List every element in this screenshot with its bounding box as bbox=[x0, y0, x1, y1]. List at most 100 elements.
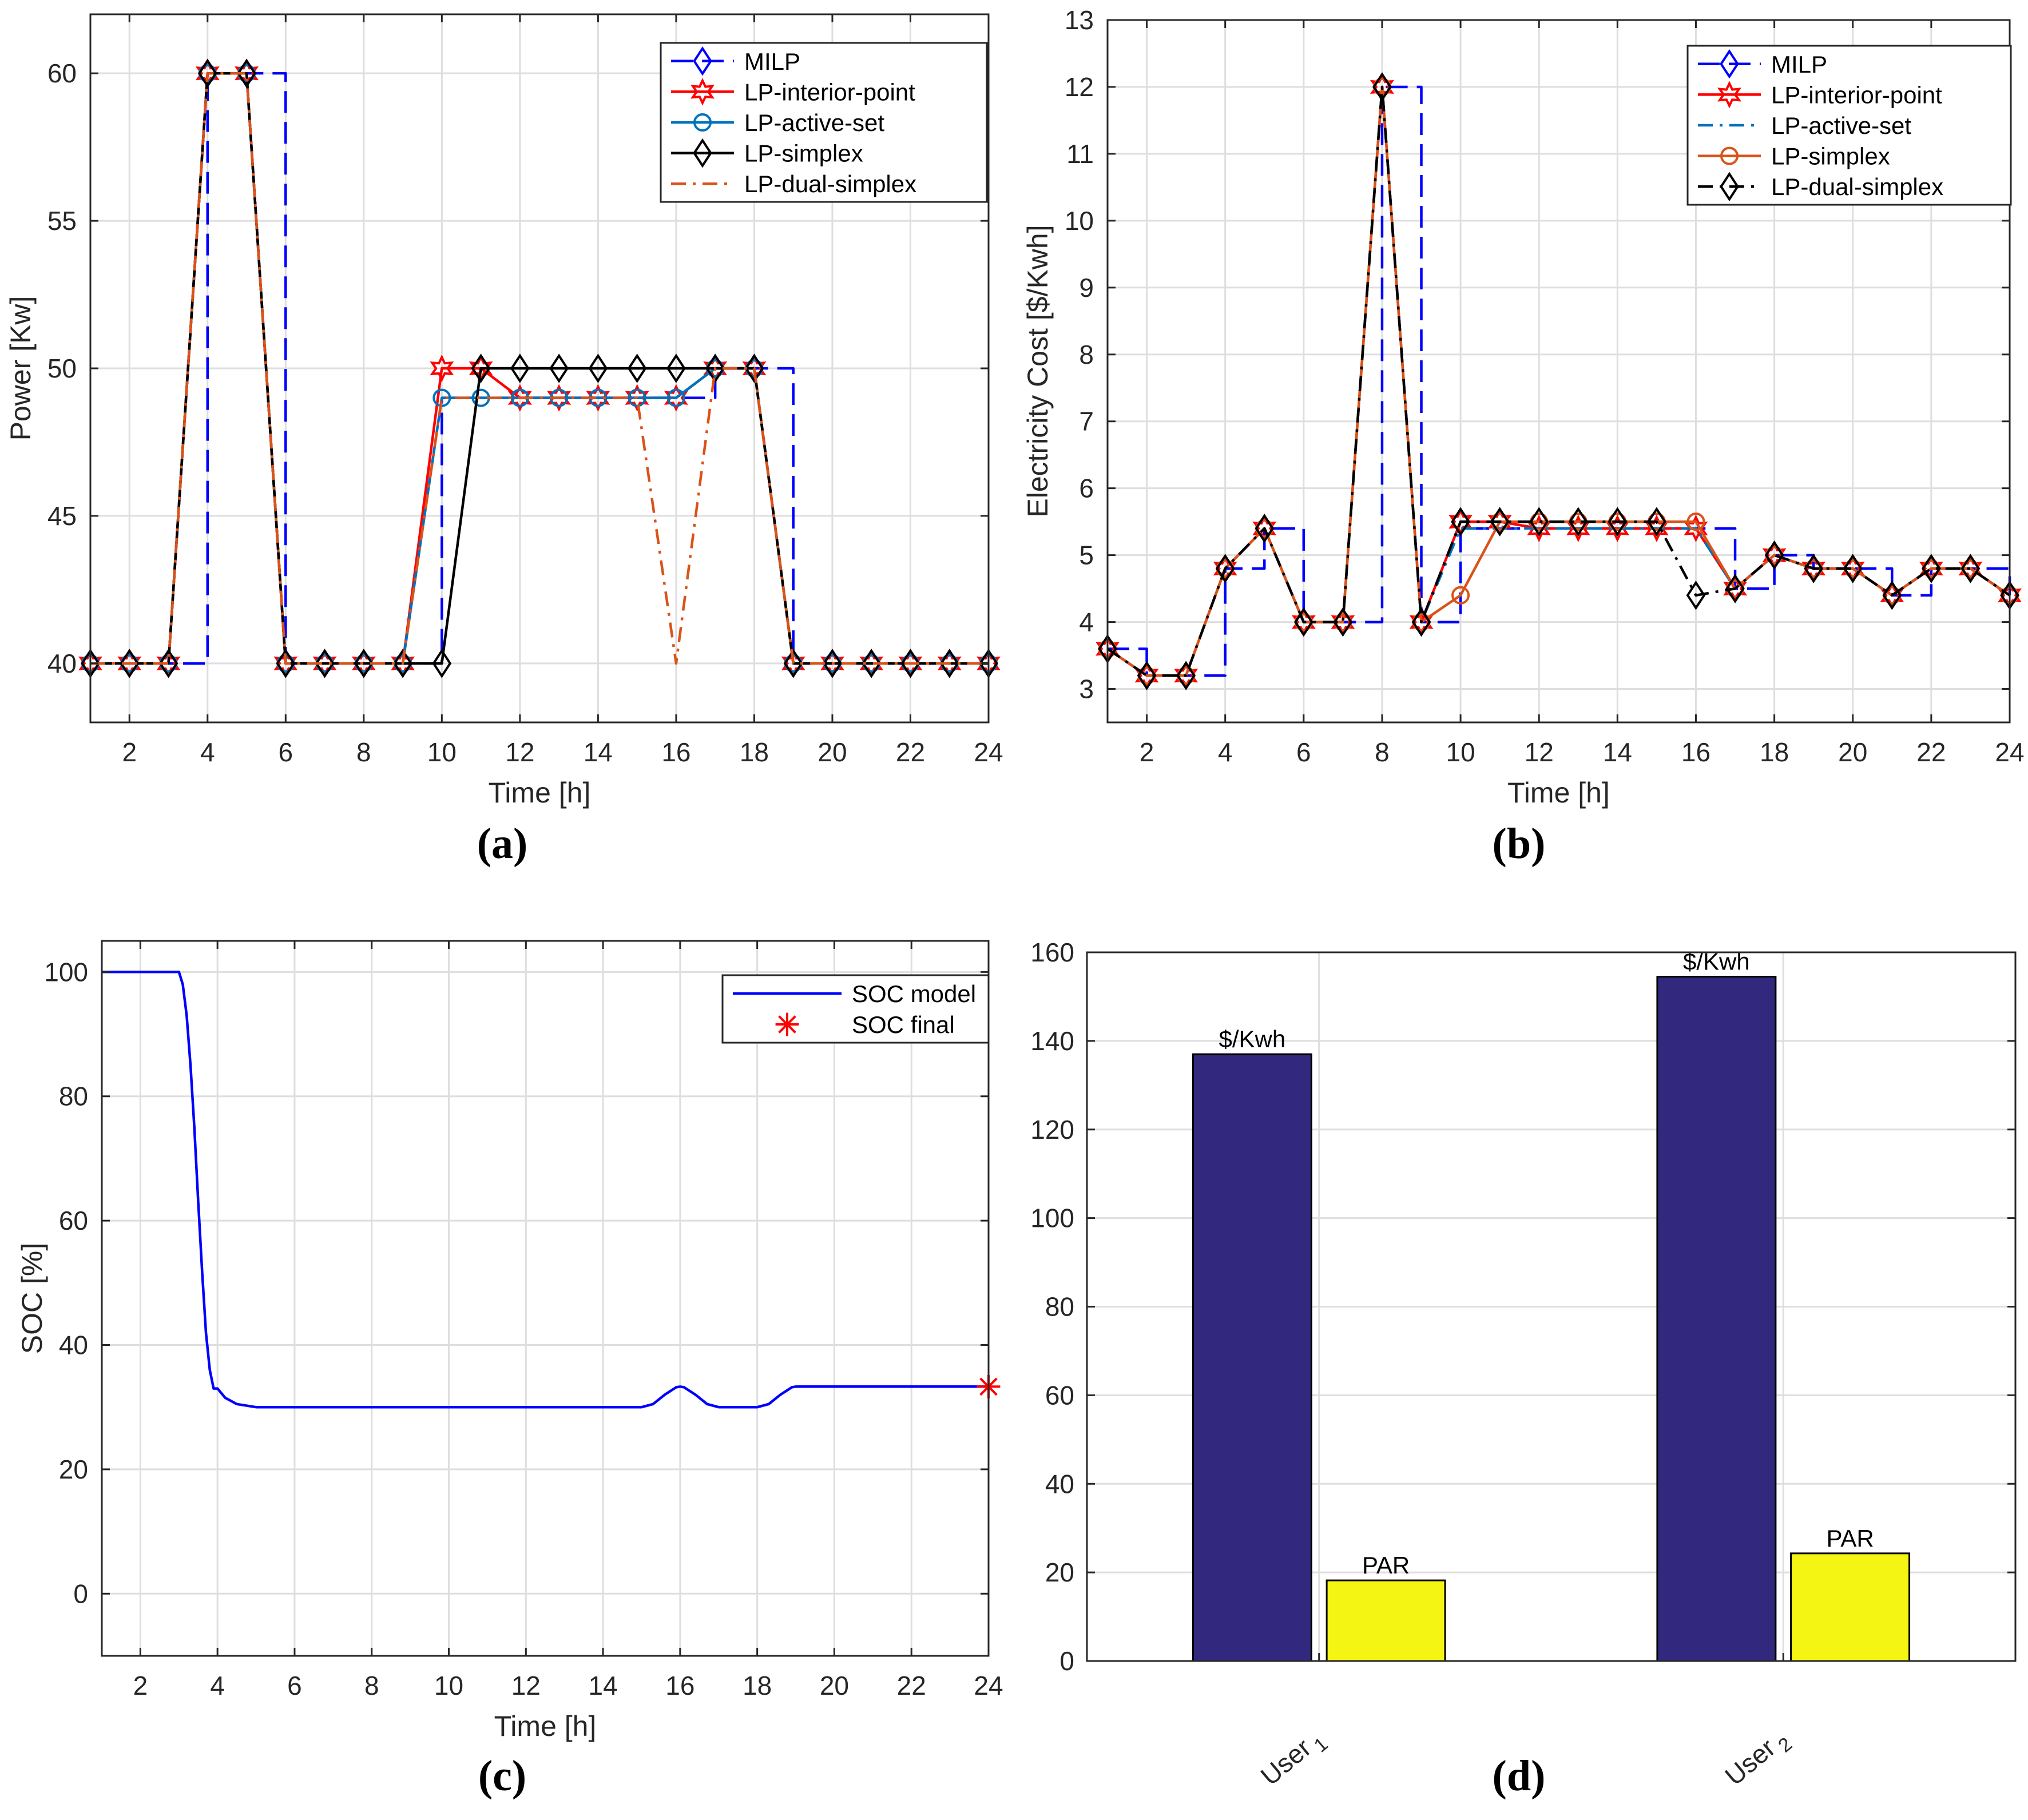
y-tick-label: 3 bbox=[1079, 674, 1094, 704]
x-tick-label: 20 bbox=[1838, 737, 1867, 767]
legend-box bbox=[721, 974, 990, 1044]
data-point bbox=[120, 649, 140, 678]
x-tick-label: 8 bbox=[356, 737, 371, 767]
x-tick-label: 8 bbox=[364, 1671, 379, 1700]
x-tick-label: 24 bbox=[974, 737, 1003, 767]
legend-label: LP-dual-simplex bbox=[744, 170, 916, 197]
category-name: User bbox=[1719, 1732, 1781, 1791]
data-point bbox=[197, 58, 217, 88]
y-tick-label: 0 bbox=[73, 1579, 88, 1608]
data-point bbox=[1686, 512, 1705, 531]
data-point bbox=[1215, 554, 1235, 583]
legend-label: LP-simplex bbox=[1771, 143, 1890, 170]
data-point bbox=[1804, 554, 1824, 583]
y-tick-label: 100 bbox=[1030, 1203, 1074, 1233]
data-point bbox=[586, 384, 610, 412]
legend-label: LP-interior-point bbox=[744, 78, 915, 105]
data-point bbox=[1725, 574, 1745, 603]
data-point bbox=[1922, 554, 1941, 583]
data-point bbox=[158, 649, 178, 678]
legend: MILP LP-interior-point LP-active-set LP-sim… bbox=[660, 42, 988, 203]
y-tick-label: 160 bbox=[1030, 937, 1074, 967]
y-tick-label: 11 bbox=[1066, 139, 1094, 169]
bar-data-label: PAR bbox=[1826, 1525, 1874, 1552]
data-point bbox=[1372, 72, 1392, 102]
data-point bbox=[1176, 661, 1196, 690]
y-tick-label: 10 bbox=[1065, 206, 1094, 236]
data-point bbox=[588, 353, 608, 383]
x-tick-label: 4 bbox=[200, 737, 215, 767]
data-point bbox=[1647, 507, 1666, 537]
y-tick-label: 4 bbox=[1079, 607, 1094, 637]
bar--kwh bbox=[1656, 976, 1777, 1662]
legend-marker bbox=[1720, 172, 1739, 201]
data-point bbox=[1568, 507, 1588, 537]
legend-label: MILP bbox=[744, 48, 800, 75]
data-point bbox=[432, 649, 452, 678]
x-tick-label: User2 bbox=[1719, 1723, 1796, 1795]
legend-marker bbox=[775, 1012, 799, 1036]
data-point bbox=[862, 649, 882, 678]
legend-label: SOC final bbox=[852, 1011, 955, 1038]
bar-data-label: PAR bbox=[1362, 1552, 1410, 1579]
x-tick-label: 16 bbox=[1681, 737, 1710, 767]
legend-label: LP-dual-simplex bbox=[1771, 173, 1943, 200]
data-point bbox=[783, 649, 803, 678]
x-tick-label: 10 bbox=[434, 1671, 463, 1700]
data-point bbox=[1137, 661, 1157, 690]
legend: SOC model SOC final bbox=[721, 974, 990, 1044]
x-tick-label: 2 bbox=[122, 737, 137, 767]
legend-label: MILP bbox=[1771, 51, 1827, 78]
x-axis-label: Time [h] bbox=[489, 777, 591, 809]
y-tick-label: 7 bbox=[1079, 407, 1094, 436]
data-point bbox=[1764, 540, 1784, 570]
y-tick-label: 140 bbox=[1030, 1026, 1074, 1056]
y-axis-label: SOC [%] bbox=[16, 1243, 48, 1354]
data-point bbox=[1451, 586, 1470, 605]
legend-marker bbox=[693, 46, 712, 76]
series-lp-dual-simplex bbox=[1098, 72, 2019, 690]
x-tick-label: 10 bbox=[1446, 737, 1475, 767]
data-point bbox=[430, 354, 454, 383]
y-axis-label: Power [Kw] bbox=[5, 296, 37, 441]
data-point bbox=[744, 353, 764, 383]
axes-box bbox=[101, 940, 990, 1657]
data-point bbox=[315, 649, 335, 678]
legend-label: LP-simplex bbox=[744, 140, 863, 167]
data-point bbox=[393, 649, 412, 678]
series-soc-model bbox=[102, 971, 989, 1409]
panel-caption: (d) bbox=[1493, 1752, 1546, 1800]
data-point bbox=[900, 649, 920, 678]
axes-box bbox=[1106, 19, 2011, 724]
y-tick-label: 6 bbox=[1079, 474, 1094, 503]
data-point bbox=[1490, 507, 1510, 537]
x-tick-label: 14 bbox=[584, 737, 613, 767]
y-tick-label: 20 bbox=[59, 1455, 88, 1484]
series-line bbox=[90, 71, 989, 665]
legend-label: LP-active-set bbox=[744, 109, 884, 136]
panel-caption: (b) bbox=[1493, 820, 1546, 868]
x-tick-label: 12 bbox=[1525, 737, 1554, 767]
y-tick-label: 100 bbox=[44, 957, 88, 987]
y-tick-label: 5 bbox=[1079, 541, 1094, 570]
y-tick-label: 40 bbox=[59, 1330, 88, 1360]
legend-label: LP-active-set bbox=[1771, 112, 1911, 139]
data-point bbox=[1333, 607, 1353, 637]
panel-b: 2 4 6 8 10 12 14 16 18 20 22 24345678910111213Time … bbox=[1022, 5, 2025, 868]
x-tick-label: 6 bbox=[279, 737, 293, 767]
x-tick-label: 18 bbox=[740, 737, 769, 767]
y-axis-label: Electricity Cost [$/Kwh] bbox=[1022, 225, 1054, 517]
legend-marker bbox=[693, 138, 712, 168]
legend-marker bbox=[1720, 146, 1739, 165]
data-point bbox=[549, 353, 569, 383]
x-tick-label: 6 bbox=[1296, 737, 1311, 767]
data-point bbox=[823, 649, 842, 678]
legend: MILP LP-interior-point LP-active-set LP-sim… bbox=[1686, 45, 2012, 206]
y-tick-label: 45 bbox=[47, 501, 77, 531]
legend-marker bbox=[690, 78, 715, 106]
data-point bbox=[1451, 507, 1470, 537]
data-point bbox=[705, 353, 725, 383]
x-tick-label: 24 bbox=[974, 1671, 1003, 1700]
x-tick-label: 20 bbox=[817, 737, 847, 767]
x-axis-label: Time [h] bbox=[1507, 777, 1610, 809]
